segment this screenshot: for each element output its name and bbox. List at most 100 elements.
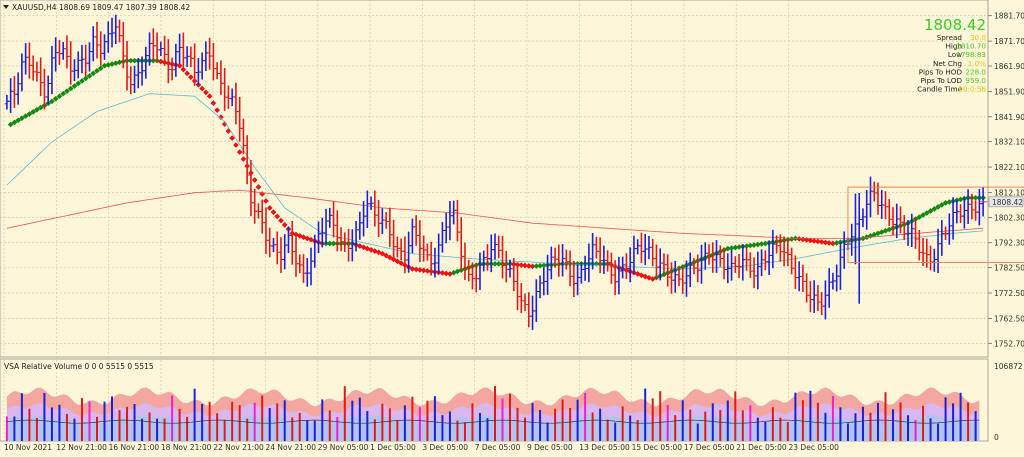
- trend-ma-dot: [938, 202, 945, 208]
- trend-ma-dot: [94, 67, 100, 74]
- trend-ma-dot: [935, 204, 941, 210]
- trend-ma-dot: [424, 268, 431, 274]
- x-tick-label: 17 Dec 05:00: [684, 443, 735, 452]
- trend-ma-dot: [199, 85, 205, 92]
- trend-ma-dot: [518, 262, 525, 268]
- main-title-text: XAUUSD,H4 1808.69 1809.47 1807.39 1808.4…: [12, 3, 190, 12]
- trend-ma-dot: [251, 177, 258, 183]
- trend-ma-dot: [574, 260, 581, 267]
- y-tick-label: 1851.90: [994, 87, 1024, 96]
- trend-ma-dot: [387, 254, 393, 261]
- trend-ma-dot: [49, 98, 55, 105]
- trend-ma-dot: [26, 111, 33, 117]
- trend-ma-dot: [233, 142, 239, 148]
- trend-ma-dot: [330, 240, 337, 247]
- y-tick-label: 1762.50: [994, 314, 1024, 323]
- trend-ma-dot: [927, 208, 934, 214]
- x-tick-label: 10 Nov 2021: [4, 443, 52, 452]
- trend-ma-dot: [64, 88, 70, 94]
- x-tick-label: 24 Nov 21:00: [266, 443, 317, 452]
- trend-ma-dot: [529, 263, 536, 270]
- trend-ma-dot: [439, 270, 446, 276]
- trend-ma-dot: [19, 115, 25, 122]
- x-tick-label: 3 Dec 05:00: [422, 443, 468, 452]
- range-rectangle[interactable]: [847, 186, 1024, 263]
- y-tick-label: 1812.10: [994, 188, 1024, 197]
- trend-ma-dot: [394, 258, 401, 265]
- info-label: Candle Time: [917, 85, 962, 94]
- indicator-title: VSA Relative Volume 0 0 0 5515 0 5515: [4, 362, 154, 371]
- x-tick-label: 21 Dec 05:00: [736, 443, 787, 452]
- trend-ma-dot: [214, 107, 220, 113]
- trend-ma-dot: [255, 184, 262, 190]
- current-price-box: [988, 196, 1024, 208]
- trend-ma-dot: [270, 209, 277, 216]
- trend-ma-dot: [79, 78, 85, 84]
- trend-ma-dot: [97, 65, 104, 72]
- info-big-price: 1808.42: [924, 16, 986, 34]
- trend-ma-dot: [229, 135, 235, 141]
- y-tick-label: 1832.10: [994, 138, 1024, 147]
- trend-ma-dot: [747, 242, 754, 249]
- volume-average-line: [6, 419, 980, 424]
- trend-ma-dot: [240, 156, 247, 162]
- trend-ma-dot: [724, 245, 731, 252]
- info-label: Pips To HOD: [919, 67, 963, 76]
- info-value: 228.0: [965, 67, 986, 76]
- x-tick-label: 16 Nov 21:00: [109, 443, 160, 452]
- trend-ma-dot: [751, 242, 757, 248]
- trend-ma-dot: [931, 206, 938, 212]
- trend-ma-dot: [188, 74, 194, 80]
- trend-ma-dot: [495, 260, 502, 267]
- trend-ma-dot: [537, 262, 543, 269]
- trend-ma-dot: [815, 238, 821, 245]
- trend-ma-dot: [420, 267, 427, 274]
- main-title: XAUUSD,H4 1808.69 1809.47 1807.39 1808.4…: [3, 3, 190, 12]
- trend-ma-dot: [762, 240, 769, 247]
- y-tick-label: 1772.50: [994, 289, 1024, 298]
- trend-ma-dot: [755, 241, 761, 248]
- slow-ma-line: [6, 189, 984, 239]
- x-tick-label: 13 Dec 05:00: [579, 443, 630, 452]
- trend-ma-dot: [811, 238, 817, 244]
- trend-ma-dot: [923, 210, 930, 216]
- info-label: Net Chg: [933, 59, 962, 68]
- time-axis: 10 Nov 2021 12 Nov 21:00 16 Nov 21:00 18 No…: [4, 443, 839, 452]
- price-bars: [4, 14, 986, 330]
- trend-ma-dot: [184, 70, 190, 77]
- trend-ma-dot: [274, 213, 281, 220]
- trend-ma-dot: [221, 121, 228, 127]
- main-chart-panel[interactable]: [0, 0, 989, 358]
- trend-ma-dot: [492, 260, 498, 267]
- trend-ma-dot: [525, 263, 532, 269]
- trend-ma-dot: [15, 117, 21, 124]
- info-label: High: [945, 42, 962, 51]
- trend-ma-dot: [830, 240, 836, 247]
- trend-ma-dot: [758, 241, 765, 247]
- info-value: 959.0: [965, 76, 986, 85]
- x-tick-label: 1 Dec 05:00: [370, 443, 416, 452]
- trend-ma-dot: [22, 113, 29, 119]
- info-value: 1.0%: [968, 59, 986, 68]
- trend-ma-dot: [206, 93, 213, 100]
- y-tick-label: 1841.90: [994, 113, 1024, 122]
- trend-ma-dot: [101, 62, 108, 69]
- trend-ma-dot: [916, 214, 923, 220]
- y-tick-label: 1871.70: [994, 37, 1024, 46]
- y-tick-label: 1822.10: [994, 163, 1024, 172]
- trend-ma-dot: [383, 252, 389, 259]
- trend-ma-dot: [826, 240, 833, 246]
- info-label: Pips To LOD: [920, 76, 962, 85]
- trend-ma-dot: [743, 243, 750, 249]
- trend-ma-dot: [90, 70, 97, 77]
- y-tick-label: 1792.30: [994, 239, 1024, 248]
- collapse-arrow-icon[interactable]: [3, 5, 9, 9]
- trend-ma-dot: [818, 239, 825, 245]
- trend-ma-dot: [540, 262, 547, 269]
- info-value: 30.0: [970, 33, 986, 42]
- trend-ma-dot: [957, 196, 964, 203]
- trend-ma-dot: [409, 266, 416, 272]
- trend-ma-dot: [443, 270, 450, 277]
- trend-ma-dot: [522, 262, 528, 269]
